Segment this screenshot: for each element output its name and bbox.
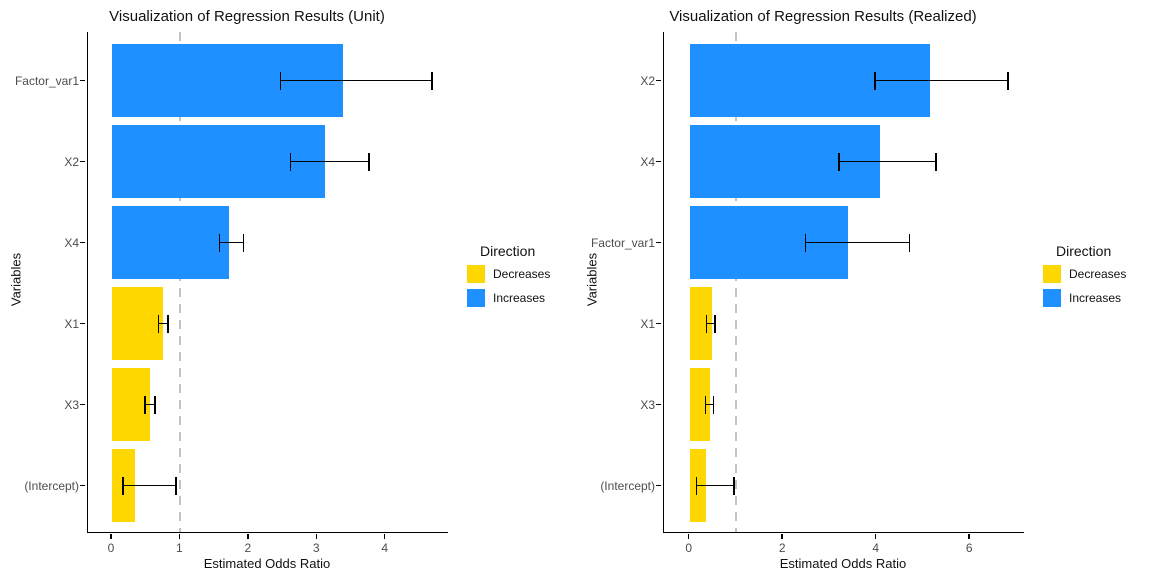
legend-entry: Increases [1043,289,1151,307]
panel-realized: Visualization of Regression Results (Rea… [576,0,1152,576]
x-tick-label: 4 [381,540,389,555]
legend-title: Direction [1056,243,1112,259]
bar [111,368,150,441]
error-bar [838,152,937,171]
x-tick-mark [383,533,386,539]
x-tick-mark [687,533,690,539]
legend: Direction Decreases Increases [467,243,575,313]
chart-title: Visualization of Regression Results (Uni… [109,8,385,25]
legend-entry: Decreases [467,265,575,283]
y-category-label: Factor_var1 [14,73,79,88]
x-axis-title: Estimated Odds Ratio [779,556,907,571]
y-tick-mark [80,241,85,244]
y-tick-mark [656,322,661,325]
x-tick-label: 1 [176,540,183,555]
bar [689,287,712,360]
x-axis-ticks: 0 1 2 3 4 [87,533,447,558]
legend-entry: Increases [467,289,575,307]
x-tick-mark [874,533,877,539]
legend-swatch [1043,289,1061,307]
legend-label: Increases [493,291,546,305]
x-tick-mark [315,533,318,539]
x-tick-label: 6 [965,540,973,555]
y-tick-mark [656,403,661,406]
error-bar [289,152,370,171]
y-category-label: X1 [640,316,655,331]
legend-label: Decreases [1069,267,1127,281]
y-tick-mark [80,322,85,325]
legend-swatch [467,265,485,283]
x-tick-label: 2 [244,540,252,555]
y-category-label: (Intercept) [600,478,655,493]
x-axis-ticks: 0 2 4 6 [663,533,1023,558]
x-tick-label: 0 [107,540,115,555]
error-bar [874,71,1009,90]
x-tick-label: 4 [872,540,880,555]
error-bar [218,233,245,252]
x-tick-mark [247,533,249,539]
y-category-label: X2 [640,73,655,88]
y-tick-mark [656,79,661,82]
y-tick-mark [80,79,85,82]
y-category-label: X4 [64,235,79,250]
error-bar [704,395,715,414]
x-tick-mark [968,533,970,539]
y-tick-mark [80,403,85,406]
legend-label: Increases [1069,291,1122,305]
y-tick-mark [656,160,661,163]
error-bar [144,395,156,414]
panel-unit: Visualization of Regression Results (Uni… [0,8,575,571]
y-category-label: X3 [64,397,79,412]
error-bar [804,233,911,252]
y-category-label: Factor_var1 [590,235,655,250]
legend-swatch [1043,265,1061,283]
y-tick-mark [656,241,661,244]
x-tick-label: 2 [778,540,786,555]
y-category-label: (Intercept) [24,478,79,493]
bar [689,368,710,441]
y-axis-labels: X2 X4 Factor_var1 X1 X3 (Intercept) [576,32,661,532]
error-bar [157,314,169,333]
x-tick-label: 3 [312,540,320,555]
bar [111,206,229,279]
y-tick-mark [80,160,85,163]
x-tick-mark [110,533,112,539]
chart-title: Visualization of Regression Results (Rea… [669,8,977,25]
plot-area [663,32,1024,533]
y-axis-labels: Factor_var1 X2 X4 X1 X3 (Intercept) [0,32,85,532]
y-tick-mark [656,484,661,487]
y-tick-mark [80,484,85,487]
y-category-label: X4 [640,154,655,169]
legend-label: Decreases [493,267,551,281]
legend-entries: Decreases Increases [467,265,575,307]
error-bar [695,476,735,495]
legend-entry: Decreases [1043,265,1151,283]
error-bar [279,71,433,90]
y-category-label: X2 [64,154,79,169]
error-bar [705,314,716,333]
reference-line [179,32,182,532]
error-bar [122,476,177,495]
legend-title: Direction [480,243,536,259]
legend-entries: Decreases Increases [1043,265,1151,307]
legend-swatch [467,289,485,307]
y-category-label: X3 [640,397,655,412]
legend: Direction Decreases Increases [1043,243,1151,313]
y-category-label: X1 [64,316,79,331]
bar [111,287,163,360]
reference-line [735,32,738,532]
x-tick-mark [178,533,181,539]
x-tick-mark [781,533,783,539]
x-axis-title: Estimated Odds Ratio [203,556,331,571]
x-tick-label: 0 [685,540,693,555]
plot-area [87,32,448,533]
